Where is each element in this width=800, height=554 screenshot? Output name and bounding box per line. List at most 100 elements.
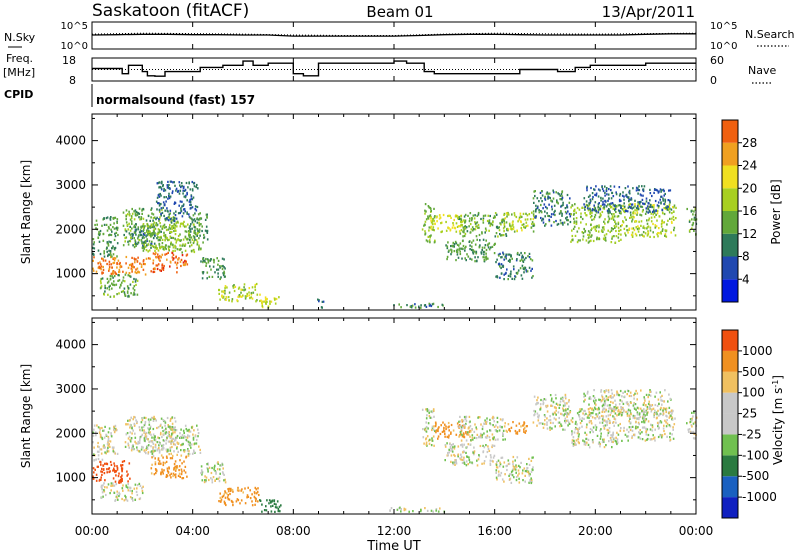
heatmap-cell — [629, 216, 631, 219]
heatmap-cell — [116, 293, 118, 296]
heatmap-cell — [97, 465, 99, 468]
heatmap-cell — [194, 220, 196, 223]
heatmap-cell — [198, 221, 200, 224]
heatmap-cell — [613, 410, 615, 413]
heatmap-cell — [473, 436, 476, 439]
heatmap-cell — [650, 423, 652, 426]
heatmap-cell — [169, 419, 172, 422]
heatmap-cell — [625, 193, 628, 196]
heatmap-cell — [182, 243, 184, 246]
heatmap-cell — [649, 235, 651, 238]
heatmap-cell — [170, 426, 172, 429]
heatmap-cell — [137, 442, 139, 445]
heatmap-cell — [602, 416, 604, 419]
heatmap-cell — [124, 240, 126, 243]
heatmap-cell — [649, 205, 651, 208]
heatmap-cell — [465, 460, 468, 463]
heatmap-cell — [564, 417, 567, 420]
heatmap-cell — [132, 280, 134, 283]
heatmap-cell — [668, 416, 671, 419]
heatmap-cell — [585, 203, 588, 206]
heatmap-cell — [664, 432, 666, 436]
heatmap-cell — [602, 203, 605, 206]
heatmap-cell — [482, 217, 485, 220]
heatmap-cell — [140, 448, 143, 451]
heatmap-cell — [162, 433, 165, 437]
heatmap-cell — [496, 225, 498, 228]
heatmap-cell — [116, 221, 118, 224]
heatmap-cell — [146, 445, 149, 448]
heatmap-cell — [174, 438, 177, 441]
heatmap-cell — [136, 487, 138, 490]
heatmap-cell — [179, 432, 181, 435]
heatmap-cell — [635, 189, 638, 192]
heatmap-cell — [457, 256, 460, 259]
heatmap-cell — [564, 421, 567, 424]
heatmap-cell — [590, 186, 592, 190]
heatmap-cell — [270, 505, 272, 508]
heatmap-cell — [221, 495, 224, 499]
heatmap-cell — [629, 417, 631, 420]
heatmap-cell — [587, 230, 590, 233]
heatmap-cell — [595, 403, 597, 406]
heatmap-cell — [134, 240, 137, 243]
heatmap-cell — [133, 246, 136, 249]
heatmap-cell — [174, 214, 177, 217]
heatmap-cell — [630, 197, 633, 200]
heatmap-cell — [445, 229, 448, 232]
heatmap-cell — [106, 442, 109, 445]
heatmap-cell — [594, 207, 597, 210]
heatmap-cell — [178, 238, 180, 242]
heatmap-cell — [139, 429, 142, 432]
heatmap-cell — [639, 202, 641, 205]
heatmap-cell — [461, 445, 464, 448]
heatmap-cell — [548, 218, 550, 221]
heatmap-cell — [156, 196, 159, 199]
heatmap-cell — [445, 220, 447, 224]
heatmap-cell — [593, 218, 595, 221]
heatmap-cell — [435, 509, 437, 512]
heatmap-cell — [188, 226, 191, 229]
heatmap-cell — [663, 202, 665, 206]
heatmap-cell — [621, 413, 623, 417]
heatmap-cell — [109, 218, 112, 221]
heatmap-cell — [463, 219, 465, 222]
heatmap-cell — [562, 428, 564, 431]
heatmap-cell — [492, 437, 494, 441]
heatmap-cell — [513, 278, 516, 281]
heatmap-cell — [206, 463, 208, 466]
heatmap-cell — [525, 270, 528, 273]
heatmap-cell — [619, 399, 621, 402]
heatmap-cell — [430, 225, 433, 228]
heatmap-cell — [127, 213, 129, 216]
heatmap-cell — [440, 230, 442, 234]
nsky-top-tick: 10^5 — [61, 21, 88, 32]
heatmap-cell — [672, 409, 674, 412]
heatmap-cell — [510, 254, 512, 257]
heatmap-cell — [140, 239, 143, 242]
heatmap-cell — [591, 209, 594, 212]
heatmap-cell — [169, 447, 172, 450]
heatmap-cell — [180, 449, 182, 452]
heatmap-cell — [576, 206, 579, 210]
heatmap-cell — [444, 435, 446, 438]
heatmap-cell — [175, 189, 177, 192]
heatmap-cell — [567, 210, 569, 213]
heatmap-cell — [112, 477, 115, 480]
heatmap-cell — [159, 259, 161, 262]
heatmap-cell — [134, 261, 136, 264]
heatmap-cell — [690, 210, 693, 213]
heatmap-cell — [114, 235, 117, 238]
heatmap-cell — [429, 226, 432, 229]
heatmap-cell — [169, 474, 171, 477]
heatmap-cell — [210, 268, 212, 271]
heatmap-cell — [153, 242, 156, 245]
heatmap-cell — [641, 438, 644, 441]
heatmap-cell — [509, 430, 511, 433]
heatmap-cell — [668, 206, 670, 209]
heatmap-cell — [492, 216, 495, 219]
heatmap-cell — [131, 447, 133, 450]
heatmap-cell — [222, 264, 224, 268]
heatmap-cell — [133, 291, 135, 294]
